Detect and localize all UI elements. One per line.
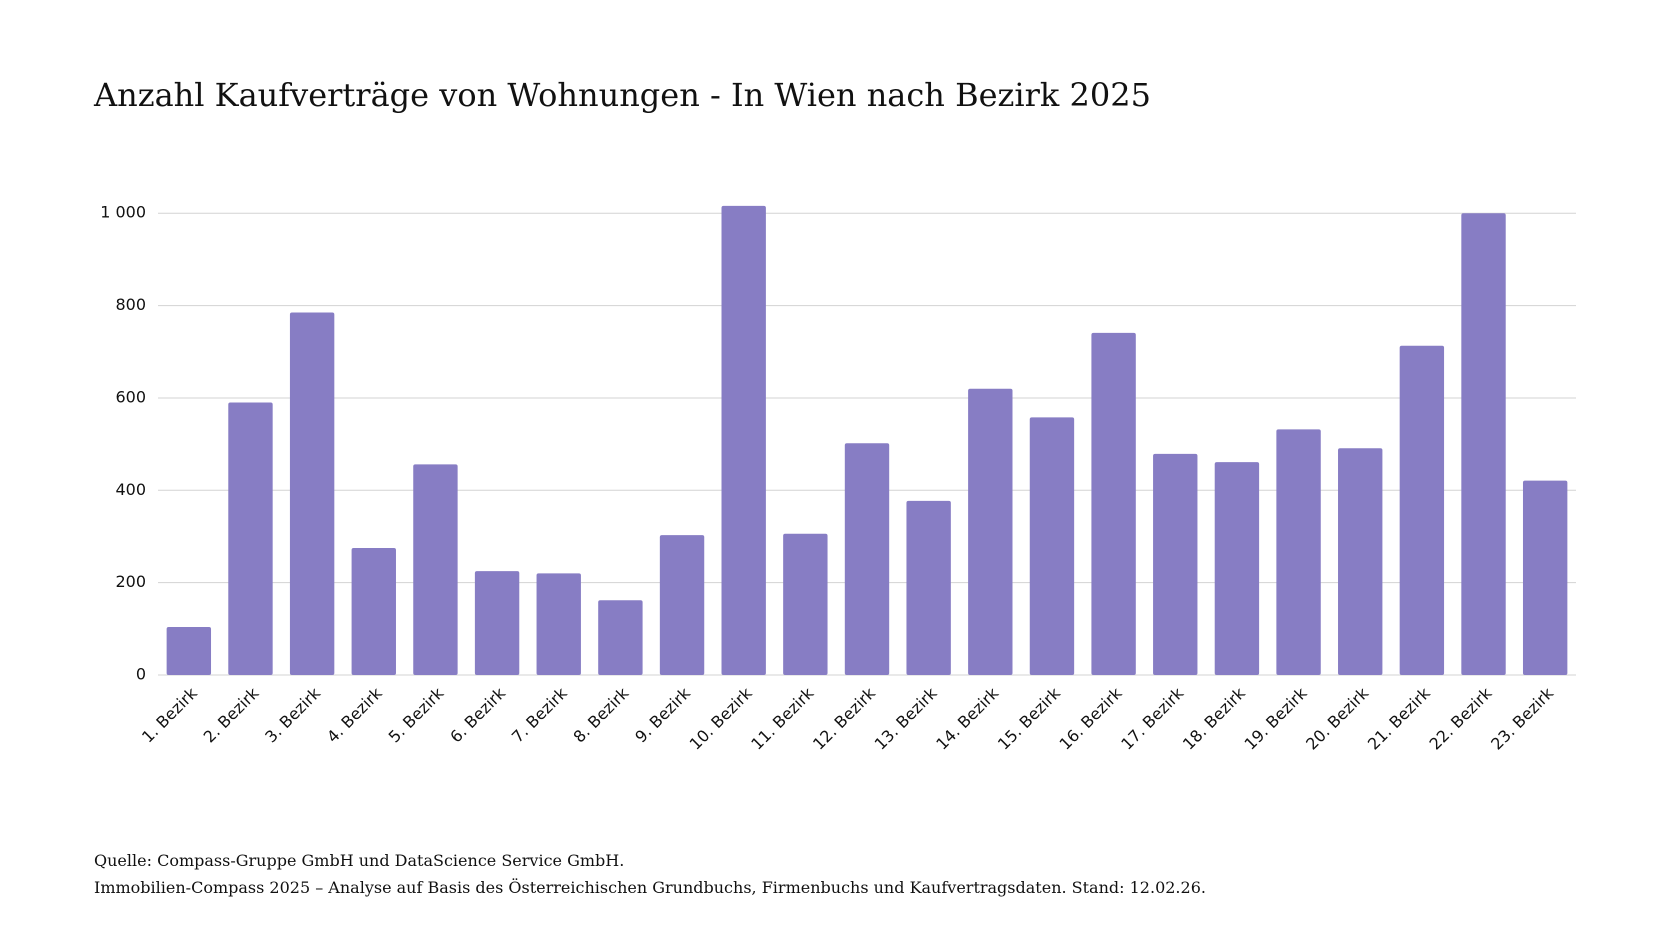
y-tick-label: 0 [136, 665, 146, 684]
x-tick-label: 12. Bezirk [809, 683, 880, 754]
bar [721, 205, 766, 676]
x-tick-label: 22. Bezirk [1425, 683, 1496, 754]
x-tick-label: 15. Bezirk [994, 683, 1065, 754]
bar [1091, 332, 1136, 675]
bar [1153, 453, 1198, 675]
x-tick-label: 20. Bezirk [1302, 683, 1373, 754]
x-tick-label: 7. Bezirk [508, 683, 571, 746]
x-tick-label: 16. Bezirk [1056, 683, 1127, 754]
x-tick-label: 14. Bezirk [932, 683, 1003, 754]
x-tick-label: 3. Bezirk [261, 683, 324, 746]
bar [659, 535, 705, 675]
bar [1029, 417, 1075, 675]
bar [598, 600, 643, 675]
x-tick-label: 19. Bezirk [1241, 683, 1312, 754]
bar [351, 548, 396, 675]
bar [906, 500, 951, 675]
bar [1461, 213, 1506, 675]
bar [1276, 429, 1321, 675]
x-tick-label: 21. Bezirk [1364, 683, 1435, 754]
y-tick-label: 600 [115, 387, 146, 406]
x-tick-label: 6. Bezirk [446, 683, 509, 746]
x-tick-label: 11. Bezirk [747, 683, 818, 754]
x-tick-label: 5. Bezirk [385, 683, 448, 746]
bar [783, 533, 828, 675]
bar [289, 312, 335, 675]
bar [1522, 480, 1568, 675]
x-tick-label: 8. Bezirk [570, 683, 633, 746]
bar [968, 388, 1013, 675]
x-tick-label: 17. Bezirk [1117, 683, 1188, 754]
y-tick-label: 800 [115, 295, 146, 314]
bar [1399, 345, 1445, 675]
x-tick-label: 18. Bezirk [1179, 683, 1250, 754]
y-tick-label: 400 [115, 480, 146, 499]
bar [536, 573, 581, 675]
x-tick-label: 2. Bezirk [200, 683, 263, 746]
bar [413, 464, 458, 675]
bar [228, 402, 273, 675]
chart-title: Anzahl Kaufverträge von Wohnungen - In W… [93, 76, 1151, 114]
bar [1338, 448, 1383, 675]
x-tick-label: 10. Bezirk [686, 683, 757, 754]
x-tick-label: 1. Bezirk [138, 683, 201, 746]
footnote: Quelle: Compass-Gruppe GmbH und DataScie… [94, 851, 624, 870]
footnote: Immobilien-Compass 2025 – Analyse auf Ba… [94, 877, 1206, 897]
bar [844, 443, 890, 675]
y-tick-label: 1 000 [100, 203, 146, 222]
bar [1214, 462, 1260, 675]
bar [166, 626, 212, 675]
x-tick-label: 9. Bezirk [631, 683, 694, 746]
x-tick-label: 4. Bezirk [323, 683, 386, 746]
bar [474, 571, 520, 675]
x-tick-label: 13. Bezirk [871, 683, 942, 754]
x-tick-label: 23. Bezirk [1487, 683, 1558, 754]
y-tick-label: 200 [115, 572, 146, 591]
